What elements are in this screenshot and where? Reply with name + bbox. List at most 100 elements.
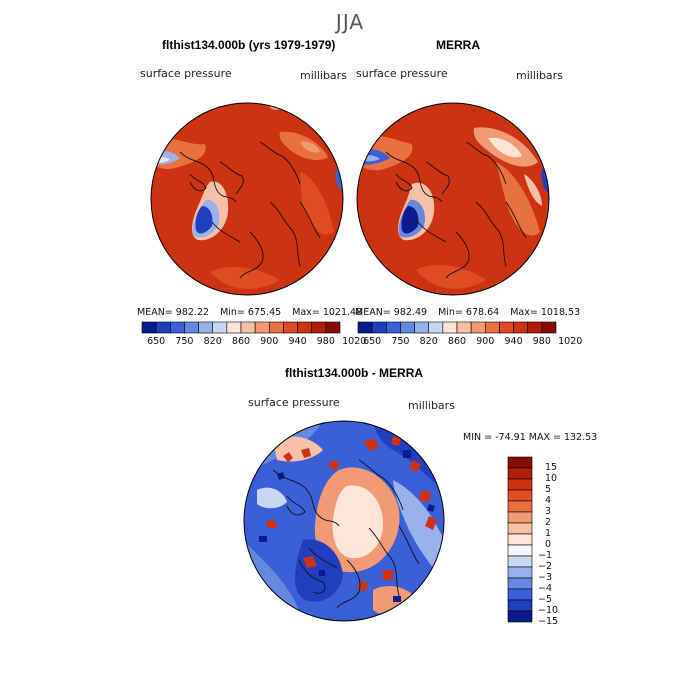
panel1-colorbar-box [212,321,228,334]
panel2-colorbar-tick-label: 1020 [558,336,583,347]
panel1-colorbar-box [169,321,185,334]
diff-legend-label: −3 [538,572,553,583]
panel1-colorbar-tick-label: 860 [231,336,251,347]
diff-legend-box [507,577,533,590]
panel2-colorbar [357,321,557,334]
diff-legend-box [507,599,533,612]
panel2-colorbar-box [385,321,401,334]
panel2-colorbar-tick-label: 940 [504,336,523,347]
season-title: JJA [335,10,365,34]
panel1-colorbar-tick-label: 750 [175,336,194,347]
panel2-max: 1018.53 [540,307,581,318]
panel1-colorbar-box [254,321,270,334]
diff-legend-label: 5 [545,484,552,495]
diff-legend-label: −2 [538,561,553,572]
diff-legend-label: −4 [538,583,553,594]
panel2-colorbar-box [541,321,557,334]
panel2-colorbar-box [414,321,430,334]
diff-legend-box [507,533,533,546]
panel2-colorbar-tick-label: 750 [391,336,410,347]
diff-legend-label: −1 [538,550,553,561]
panel2-colorbar-box [470,321,486,334]
panel1-polar-map [150,102,344,296]
diff-legend-box [507,544,533,557]
panel1-max: 1021.48 [322,307,363,318]
diff-min: -74.91 [495,432,526,443]
diff-legend-box [507,588,533,601]
panel2-colorbar-tick-label: 820 [419,336,438,347]
panel2-title: MERRA [436,38,480,52]
panel1-colorbar-box [325,321,341,334]
diff-minmax: MIN = -74.91 MAX = 132.53 [463,432,598,443]
panel1-colorbar-box [226,321,242,334]
panel2-units-label: millibars [516,69,563,82]
panel2-colorbar-box [428,321,444,334]
panel2-colorbar-ticks: 650 750 820 860 900 940 980 1020 [358,336,582,348]
panel1-colorbar-box [240,321,256,334]
panel2-colorbar-box [499,321,514,334]
diff-legend-label: 4 [545,495,552,506]
diff-legend-box [507,456,533,469]
diff-legend-box [507,500,533,513]
diff-legend-box [507,467,533,480]
panel1-colorbar-tick-label: 1020 [342,336,367,347]
panel1-title: flthist134.000b (yrs 1979-1979) [162,38,336,52]
panel1-colorbar-box [311,321,327,334]
panel2-colorbar-tick-label: 980 [532,336,551,347]
panel2-mean: 982.49 [393,307,428,318]
panel2-min: 678.64 [465,307,500,318]
diff-legend-label: 1 [545,528,552,539]
panel2-colorbar-box [400,321,415,334]
diff-legend-box [507,511,533,524]
panel2-variable-label: surface pressure [356,67,448,80]
panel1-stats: MEAN= 982.22 Min= 675.45 Max= 1021.48 [137,307,363,318]
panel1-colorbar-box [283,321,298,334]
panel2-colorbar-tick-label: 860 [447,336,467,347]
diff-legend-labels: 15 10 5 4 3 2 1 0 −1 −2 −3 −4 −5 −10 −15 [538,457,578,627]
diff-legend-box [507,522,533,535]
diff-legend-label: −5 [538,594,553,605]
diff-legend-label: −15 [538,616,559,627]
panel2-colorbar-tick-label: 650 [363,336,382,347]
panel1-colorbar-box [297,321,313,334]
panel1-mean: 982.22 [175,307,210,318]
panel1-colorbar-box [155,321,171,334]
diff-legend-box [507,489,533,502]
diff-legend-label: −10 [538,605,559,616]
panel2-colorbar-box [371,321,387,334]
panel1-colorbar-box [184,321,199,334]
panel1-colorbar-ticks: 650 750 820 860 900 940 980 1020 [142,336,366,348]
diff-units-label: millibars [408,399,455,412]
panel1-colorbar-box [198,321,214,334]
panel1-colorbar-tick-label: 900 [260,336,279,347]
diff-legend-label: 0 [545,539,552,550]
diff-legend-label: 2 [545,517,552,528]
diff-legend-label: 10 [545,473,558,484]
diff-legend-box [507,566,533,579]
diff-legend-box [507,478,533,491]
panel1-colorbar-tick-label: 650 [147,336,166,347]
panel2-colorbar-box [456,321,472,334]
panel1-units-label: millibars [300,69,347,82]
panel1-colorbar-tick-label: 820 [203,336,222,347]
diff-legend-label: 15 [545,462,558,473]
diff-polar-map [243,420,445,622]
diff-legend [507,456,533,623]
panel1-min: 675.45 [247,307,282,318]
panel2-colorbar-box [442,321,458,334]
diff-variable-label: surface pressure [248,396,340,409]
diff-legend-box [507,555,533,568]
panel1-colorbar-tick-label: 980 [316,336,335,347]
panel2-polar-map [356,102,550,296]
panel1-colorbar [141,321,341,334]
panel2-colorbar-box [357,321,373,334]
panel2-colorbar-box [527,321,543,334]
panel1-colorbar-box [268,321,284,334]
panel2-colorbar-tick-label: 900 [476,336,495,347]
diff-legend-box [507,610,533,623]
diff-panel-title: flthist134.000b - MERRA [285,366,424,380]
panel2-colorbar-box [513,321,529,334]
panel2-stats: MEAN= 982.49 Min= 678.64 Max= 1018.53 [355,307,581,318]
panel2-colorbar-box [484,321,500,334]
diff-legend-label: 3 [545,506,552,517]
